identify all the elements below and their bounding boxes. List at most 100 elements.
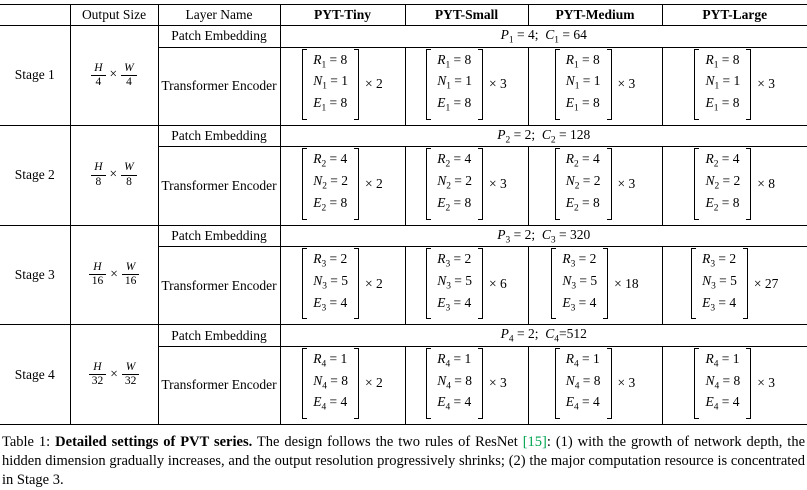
stage2-patch-formula: P2 = 2; C2 = 128 xyxy=(279,124,807,148)
config-matrix: R1 = 8 N1 = 1 E1 = 8 xyxy=(302,48,360,120)
caption-title: Detailed settings of PVT series. xyxy=(55,434,253,450)
repeat-multiplier: × 2 xyxy=(365,175,383,191)
repeat-multiplier: × 3 xyxy=(757,375,776,391)
repeat-multiplier: × 3 xyxy=(617,76,636,92)
config-line: N4 = 8 xyxy=(705,372,741,392)
config-line: E3 = 4 xyxy=(562,294,597,314)
fraction-h: H 16 xyxy=(88,261,107,288)
stage3-config-tiny: R3 = 2 N3 = 5 E3 = 4 × 2 xyxy=(279,246,406,326)
table-caption: Table 1: Detailed settings of PVT series… xyxy=(0,433,807,490)
layer-transformer-encoder-label: Transformer Encoder xyxy=(157,46,281,126)
config-line: E3 = 4 xyxy=(437,294,472,314)
stage2-config-small: R2 = 4 N2 = 2 E2 = 8 × 3 xyxy=(404,146,529,226)
left-bracket-icon xyxy=(554,48,560,120)
config-line: N4 = 8 xyxy=(565,372,601,392)
config-line: R1 = 8 xyxy=(705,51,740,71)
stage3-encoder-row: Transformer Encoder R3 = 2 N3 = 5 E3 = 4 × … xyxy=(0,246,807,326)
config-matrix: R4 = 1 N4 = 8 E4 = 4 xyxy=(426,347,484,419)
config-line: R2 = 4 xyxy=(705,151,740,171)
repeat-multiplier: × 2 xyxy=(365,76,383,92)
config-line: E2 = 8 xyxy=(705,194,740,214)
config-line: E3 = 4 xyxy=(313,294,348,314)
config-line: N3 = 5 xyxy=(562,272,598,292)
config-line: N2 = 2 xyxy=(437,173,473,192)
left-bracket-icon xyxy=(426,248,432,320)
layer-patch-embedding-label: Patch Embedding xyxy=(157,124,281,148)
right-bracket-icon xyxy=(603,248,609,320)
fraction-numerator: H xyxy=(91,161,106,176)
left-bracket-icon xyxy=(426,148,432,220)
config-matrix: R4 = 1 N4 = 8 E4 = 4 xyxy=(302,347,360,419)
fraction-w: W 32 xyxy=(121,361,140,388)
stage3-output-size: H 16 × W 16 xyxy=(69,224,159,326)
times-symbol: × xyxy=(109,166,118,182)
stage1-config-tiny: R1 = 8 N1 = 1 E1 = 8 × 2 xyxy=(279,46,406,126)
fraction-denominator: 4 xyxy=(95,75,102,88)
header-pyt-medium: PYT-Medium xyxy=(527,4,663,26)
times-symbol: × xyxy=(110,365,118,381)
right-bracket-icon xyxy=(354,347,360,419)
caption-text-before-cite: The design follows the two rules of ResN… xyxy=(252,434,523,450)
stage1-patch-row: Stage 1 H 4 × W 4 Patch Embedding P1 = 4; C1… xyxy=(0,25,807,126)
stage3-config-large: R3 = 2 N3 = 5 E3 = 4 × 27 xyxy=(661,246,807,326)
config-line: E4 = 4 xyxy=(313,394,348,413)
stage1-config-medium: R1 = 8 N1 = 1 E1 = 8 × 3 xyxy=(527,46,663,126)
config-line: R1 = 8 xyxy=(313,51,348,71)
config-line: N1 = 1 xyxy=(705,73,741,93)
left-bracket-icon xyxy=(694,48,700,120)
config-matrix: R1 = 8 N1 = 1 E1 = 8 xyxy=(694,48,752,120)
stage4-patch-row: Stage 4 H 32 × W 32 Patch Embedding P4 = 2; … xyxy=(0,324,807,425)
stage4-label: Stage 4 xyxy=(0,324,71,425)
right-bracket-icon xyxy=(354,248,360,320)
fraction-numerator: W xyxy=(121,261,140,276)
fraction-denominator: 4 xyxy=(126,75,132,88)
repeat-multiplier: × 3 xyxy=(489,175,507,191)
left-bracket-icon xyxy=(426,48,432,120)
stage3-config-small: R3 = 2 N3 = 5 E3 = 4 × 6 xyxy=(404,246,529,326)
right-bracket-icon xyxy=(606,48,612,120)
fraction-denominator: 16 xyxy=(124,275,137,288)
fraction-numerator: W xyxy=(121,361,140,376)
right-bracket-icon xyxy=(478,347,484,419)
right-bracket-icon xyxy=(478,148,484,220)
repeat-multiplier: × 27 xyxy=(753,275,779,291)
repeat-multiplier: × 3 xyxy=(617,375,636,391)
right-bracket-icon xyxy=(746,347,752,419)
citation-link-15[interactable]: [15] xyxy=(522,434,547,450)
config-matrix: R2 = 4 N2 = 2 E2 = 8 xyxy=(694,148,752,220)
stage4-config-large: R4 = 1 N4 = 8 E4 = 4 × 3 xyxy=(661,345,807,426)
stage2-output-size: H 8 × W 8 xyxy=(69,124,159,226)
repeat-multiplier: × 3 xyxy=(489,375,507,391)
config-line: R4 = 1 xyxy=(705,350,740,370)
stage1-config-large: R1 = 8 N1 = 1 E1 = 8 × 3 xyxy=(661,46,807,126)
config-line: R2 = 4 xyxy=(565,151,600,171)
config-line: N2 = 2 xyxy=(313,173,349,192)
config-line: N1 = 1 xyxy=(313,73,349,93)
config-line: N3 = 5 xyxy=(702,272,737,292)
repeat-multiplier: × 2 xyxy=(365,375,383,391)
stage4-config-medium: R4 = 1 N4 = 8 E4 = 4 × 3 xyxy=(527,345,663,426)
config-line: R2 = 4 xyxy=(313,151,348,171)
fraction-numerator: H xyxy=(88,261,107,276)
config-line: R4 = 1 xyxy=(565,350,600,370)
config-matrix: R1 = 8 N1 = 1 E1 = 8 xyxy=(554,48,612,120)
config-line: R1 = 8 xyxy=(565,51,600,71)
stage1-output-size: H 4 × W 4 xyxy=(69,25,159,126)
fraction-numerator: H xyxy=(88,361,107,376)
layer-transformer-encoder-label: Transformer Encoder xyxy=(157,246,281,326)
header-row: Output Size Layer Name PYT-Tiny PYT-Smal… xyxy=(0,4,807,26)
config-matrix: R3 = 2 N3 = 5 E3 = 4 xyxy=(426,248,484,320)
caption-label: Table 1: xyxy=(2,434,56,450)
fraction-numerator: W xyxy=(121,62,137,76)
config-line: E1 = 8 xyxy=(313,95,348,114)
config-line: R4 = 1 xyxy=(313,350,348,370)
header-layer-name: Layer Name xyxy=(157,4,281,26)
repeat-multiplier: × 2 xyxy=(365,275,383,291)
stage4-output-size: H 32 × W 32 xyxy=(69,324,159,425)
left-bracket-icon xyxy=(302,248,308,320)
times-symbol: × xyxy=(109,66,118,82)
